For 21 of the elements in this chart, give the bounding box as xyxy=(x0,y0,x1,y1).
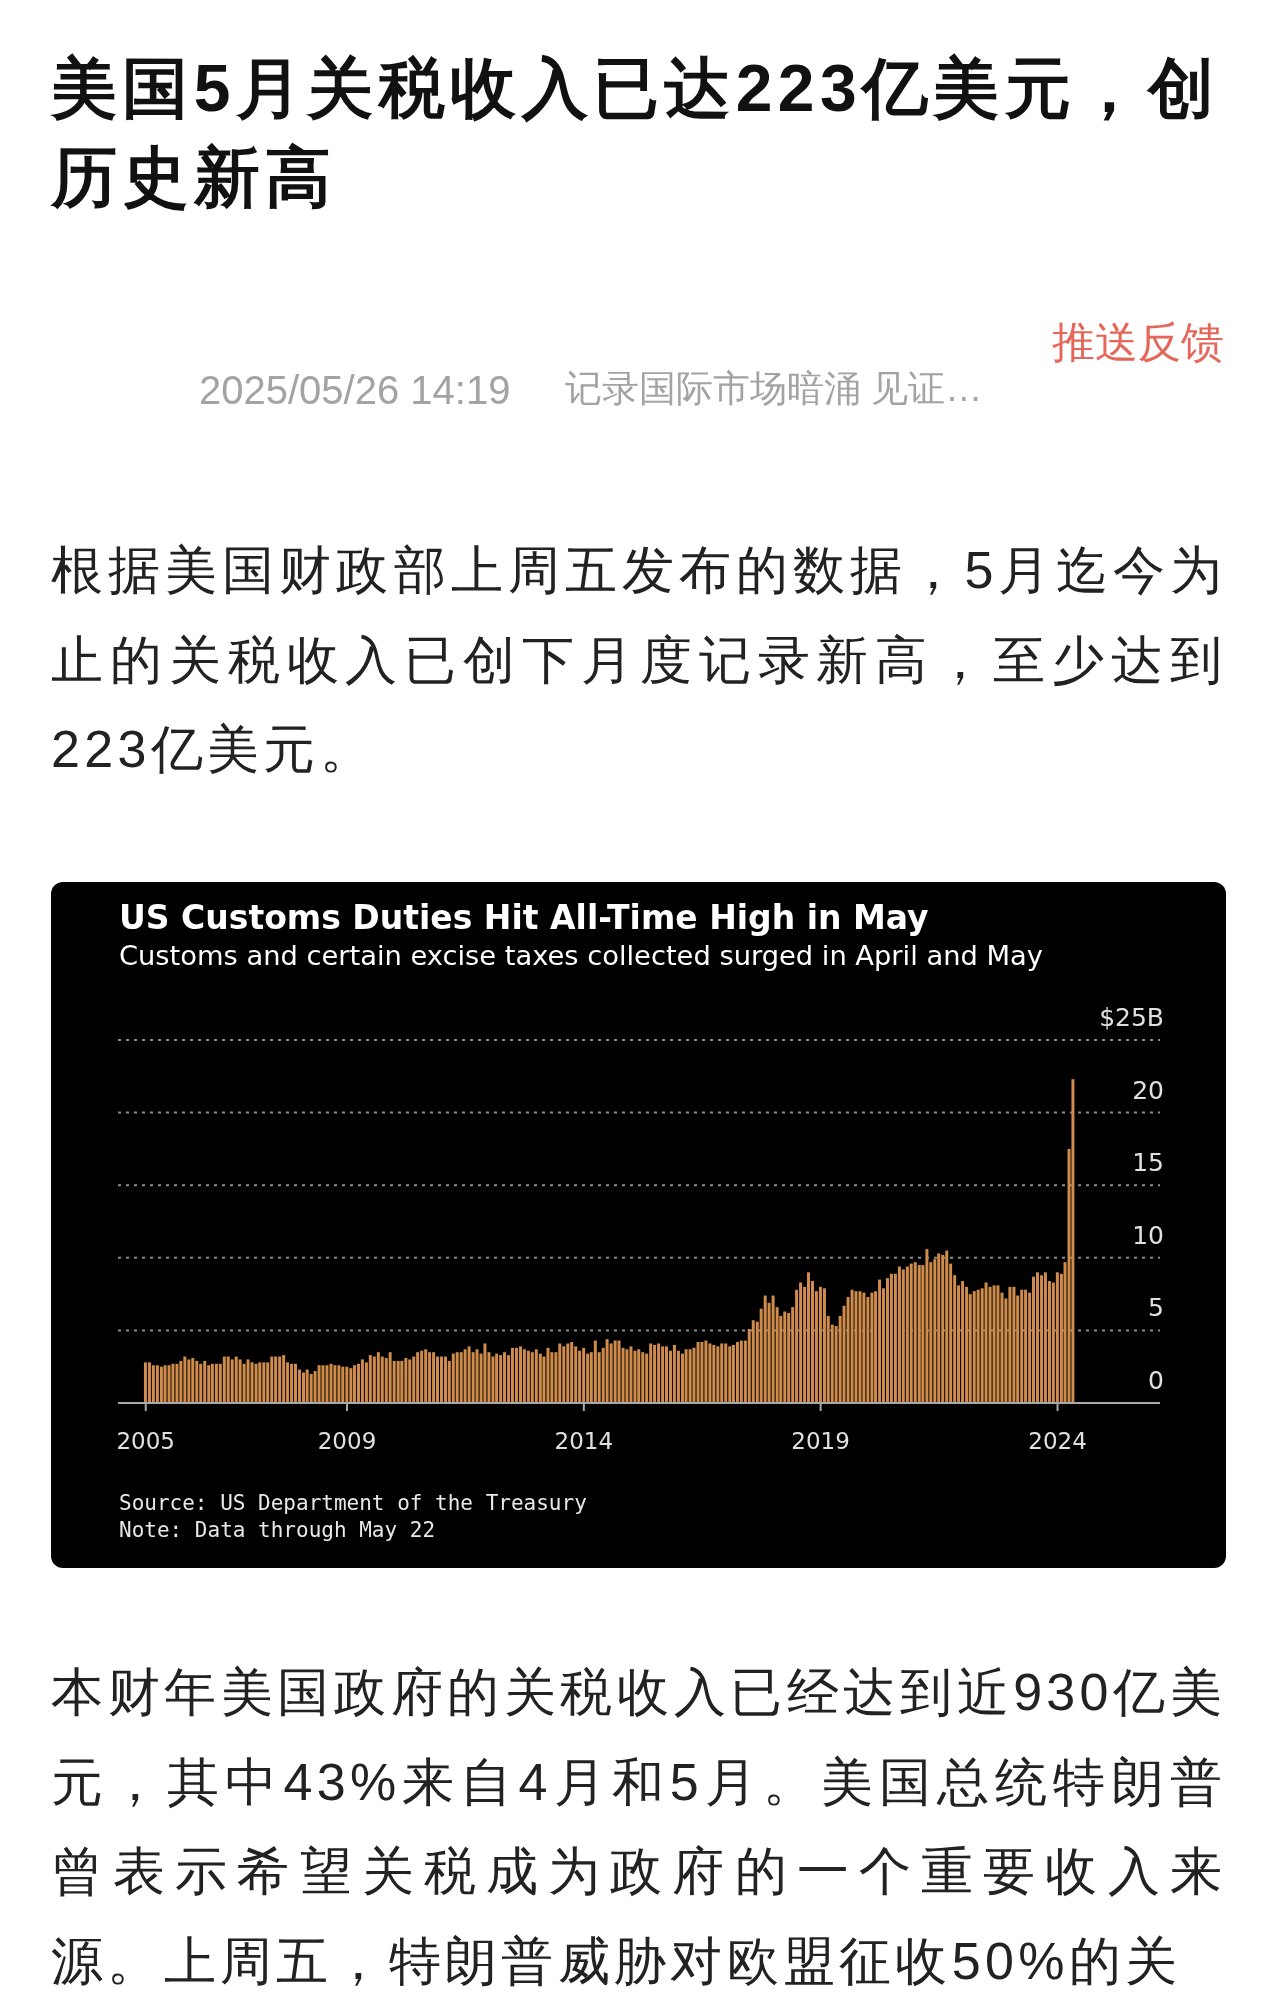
text: Note: Data through May 22 xyxy=(119,1517,437,1544)
x-tick-label: 2005 xyxy=(116,1428,176,1455)
x-tick-label: 2019 xyxy=(791,1428,850,1455)
text: 根据美国财政部上周五发布的数据，5月迄今为止的关税收入已创下月度记录新高，至少达到223亿美元。 xyxy=(51,540,1226,780)
chart-subtitle: Customs and certain excise taxes collected surged in April and May xyxy=(119,940,1043,972)
y-tick-label: 0 xyxy=(1148,1366,1164,1395)
y-tick-label: 5 xyxy=(1148,1293,1164,1323)
source-note: Source: US Department of the Treasury xyxy=(119,1490,587,1517)
text: 记录国际市场暗涌 见证… xyxy=(565,367,983,411)
y-tick-label: 10 xyxy=(1132,1220,1164,1250)
text: 推送反馈 xyxy=(1052,317,1224,367)
x-tick-label: 2009 xyxy=(317,1428,377,1455)
text: 美国5月关税收入已达223亿美元，创历史新高 xyxy=(51,50,1221,216)
y-tick-label: $25B xyxy=(1099,1003,1164,1032)
chart-title: US Customs Duties Hit All-Time High in May xyxy=(119,898,929,938)
x-tick-label: 2024 xyxy=(1028,1428,1087,1455)
y-tick-label: 15 xyxy=(1132,1148,1164,1178)
y-tick-label: 20 xyxy=(1132,1075,1164,1105)
text: 本财年美国政府的关税收入已经达到近930亿美元，其中43%来自4月和5月。美国总统特朗普曾表示希望关税成为政府的一个重要收入来源。上周五，特朗普威胁对欧盟征收50%的关 xyxy=(51,1662,1226,1992)
text: 2025/05/26 14:19 xyxy=(199,368,511,412)
x-tick-label: 2014 xyxy=(554,1428,614,1455)
